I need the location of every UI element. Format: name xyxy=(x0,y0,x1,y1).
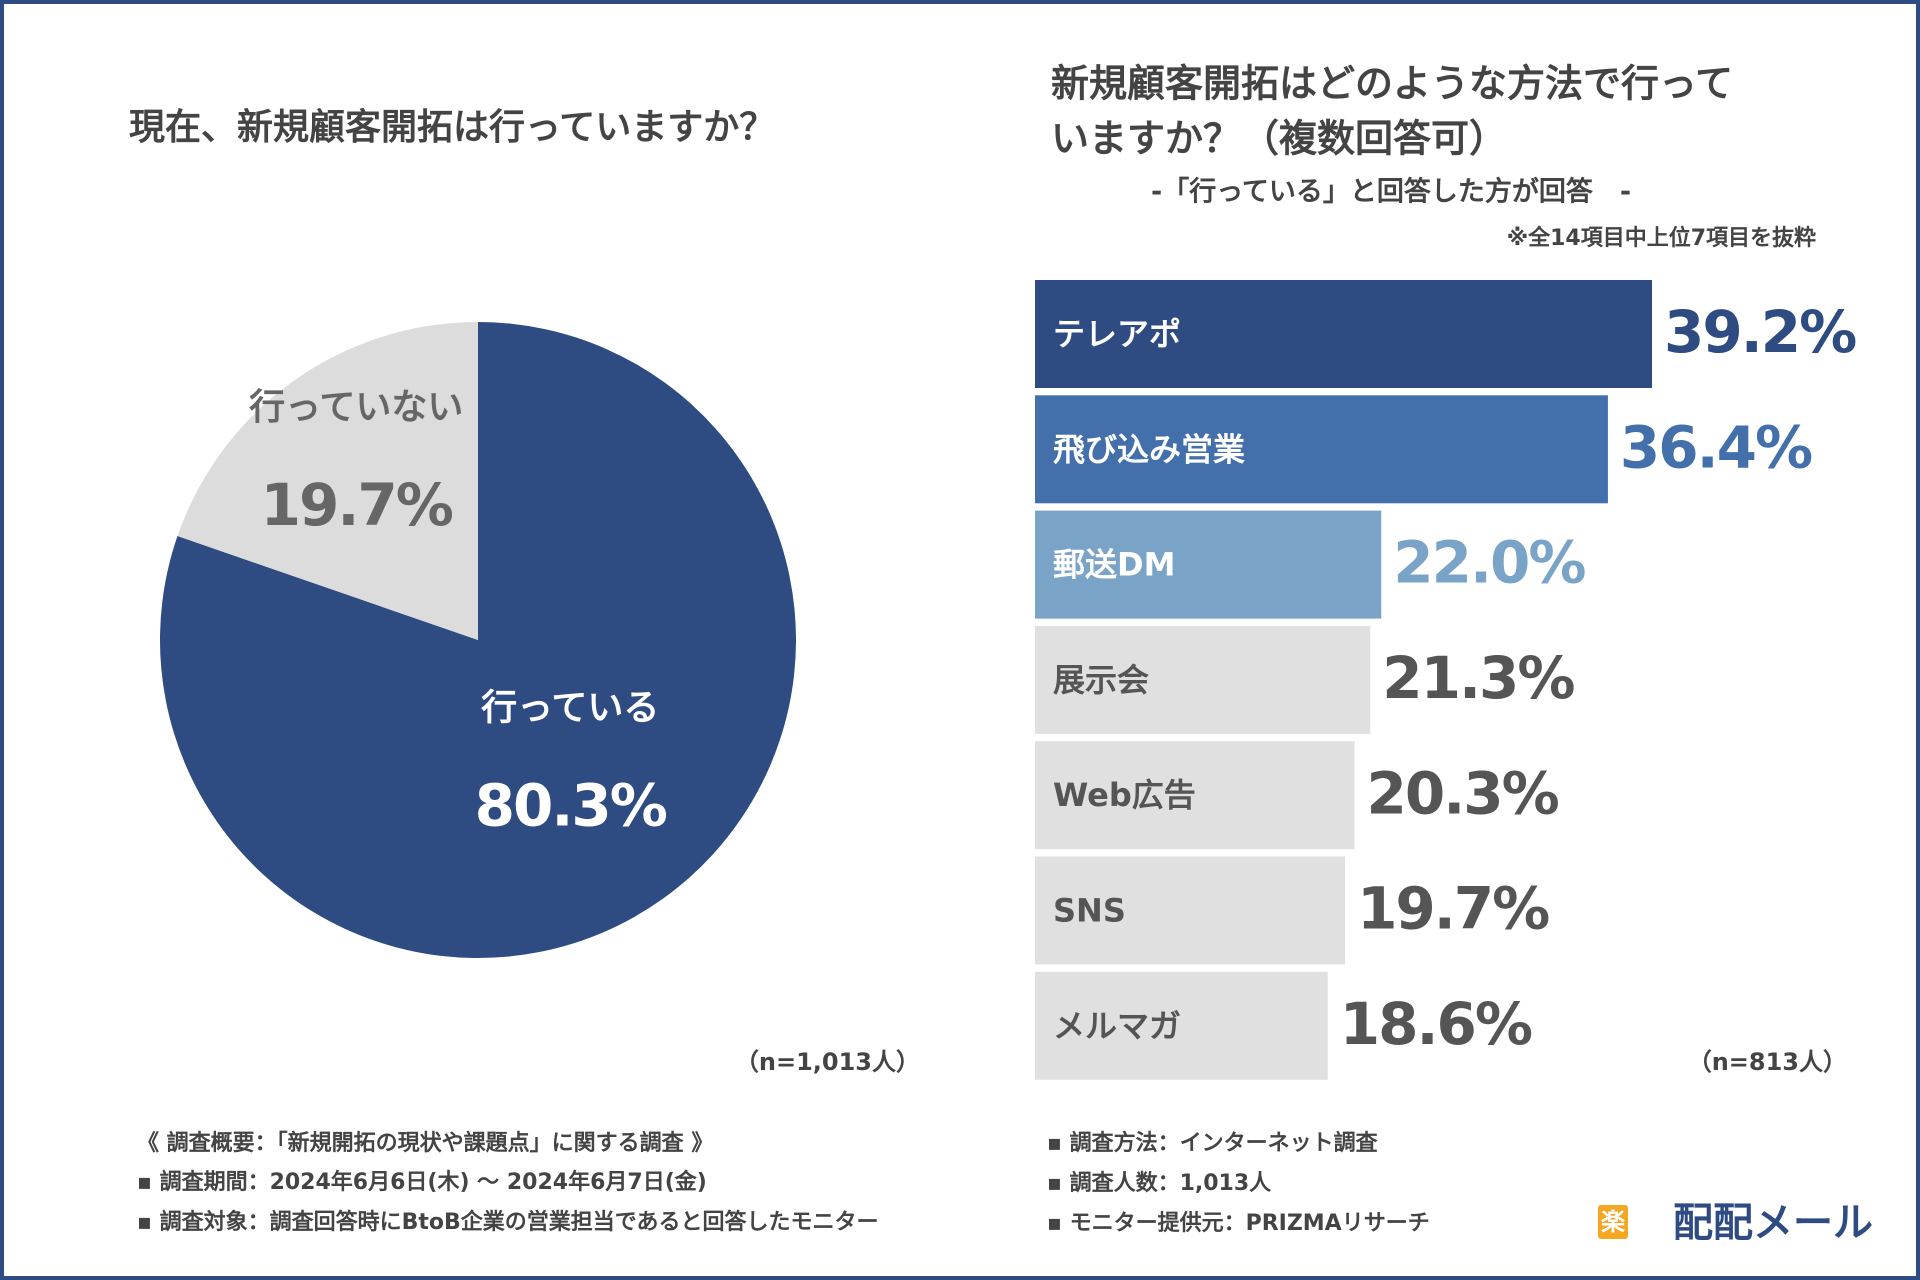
bar-label: 飛び込み営業 xyxy=(1053,430,1245,468)
bar xyxy=(1035,971,1328,1080)
footer-item: ▪ 調査対象：調査回答時にBtoB企業の営業担当であると回答したモニター xyxy=(137,1209,879,1235)
bar-label: Web広告 xyxy=(1053,776,1196,814)
logo-badge xyxy=(1598,1205,1628,1239)
bar-value: 20.3% xyxy=(1367,759,1559,827)
bar xyxy=(1035,741,1355,850)
slice-label: 行っている xyxy=(481,688,659,729)
bar-value: 18.6% xyxy=(1340,990,1532,1058)
footer-heading: 《 調査概要：「新規開拓の現状や課題点」に関する調査 》 xyxy=(137,1130,713,1156)
bar-label: SNS xyxy=(1053,892,1126,930)
footer-item: ▪ 調査期間：2024年6月6日(木) 〜 2024年6月7日(金) xyxy=(137,1169,707,1195)
sample-note: （n=1,013人） xyxy=(735,1048,920,1076)
chart-subtitle: -「行っている」と回答した方が回答 - xyxy=(1151,176,1631,208)
chart-title: 現在、新規顧客開拓は行っていますか？ xyxy=(129,107,775,148)
slice-label: 行っていない xyxy=(249,387,463,428)
slice-value: 19.7% xyxy=(261,471,453,539)
bar-value: 21.3% xyxy=(1382,644,1574,712)
chart-title: いますか？（複数回答可） xyxy=(1051,117,1507,161)
bar xyxy=(1035,510,1382,619)
bar-value: 22.0% xyxy=(1393,529,1585,597)
logo: 配配メール xyxy=(1673,1200,1873,1246)
footer-item: ▪ 調査人数：1,013人 xyxy=(1047,1170,1271,1196)
pie-slice xyxy=(177,322,478,640)
logo-mark: 楽 xyxy=(1601,1208,1626,1236)
bar xyxy=(1035,280,1652,388)
bar-label: 郵送DM xyxy=(1053,546,1175,584)
slice-value: 80.3% xyxy=(475,772,667,840)
bar xyxy=(1035,395,1608,504)
bar-label: メルマガ xyxy=(1053,1007,1181,1045)
bar xyxy=(1035,625,1371,734)
annotation: ※全14項目中上位7項目を抜粋 xyxy=(1507,225,1816,251)
bar-label: テレアポ xyxy=(1053,315,1181,353)
footer-item: ▪ モニター提供元：PRIZMAリサーチ xyxy=(1047,1210,1430,1236)
bar-label: 展示会 xyxy=(1053,661,1149,699)
chart-title: 新規顧客開拓はどのような方法で行って xyxy=(1051,62,1733,106)
footer-item: ▪ 調査方法：インターネット調査 xyxy=(1047,1130,1379,1156)
bar-value: 36.4% xyxy=(1620,413,1812,481)
bar xyxy=(1035,856,1346,965)
bar-value: 19.7% xyxy=(1357,875,1549,943)
bar-value: 39.2% xyxy=(1664,298,1856,366)
sample-note: （n=813人） xyxy=(1688,1048,1847,1076)
